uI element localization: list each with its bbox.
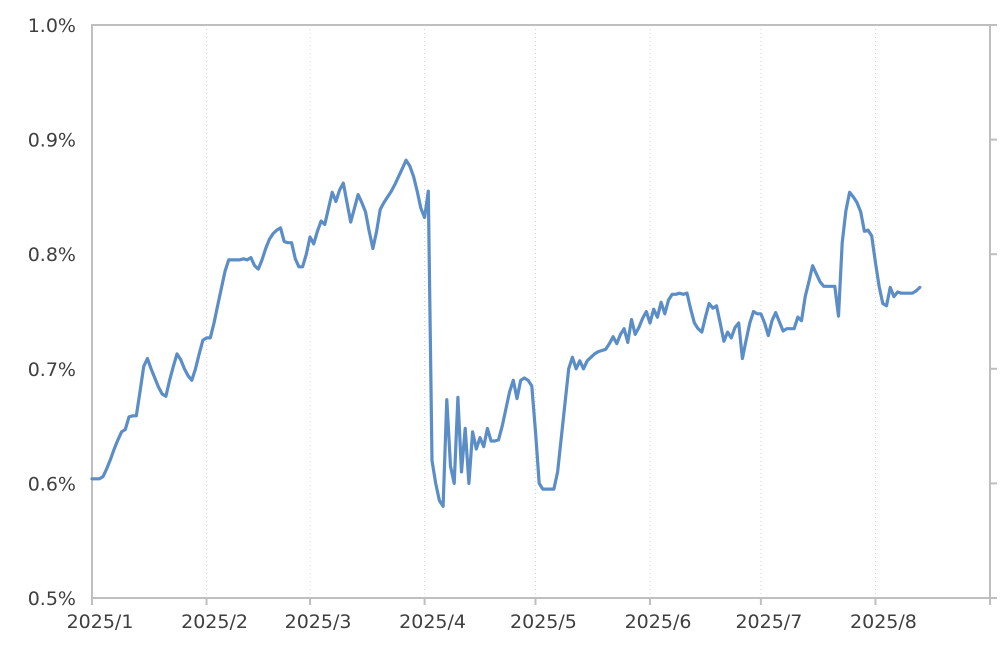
x-axis-label: 2025/4 (399, 611, 466, 633)
axis-ticks (91, 24, 997, 605)
y-axis-label: 0.5% (28, 588, 76, 610)
x-axis-label: 2025/1 (67, 611, 134, 633)
y-axis-labels: 1.0% 0.9% 0.8% 0.7% 0.6% 0.5% (28, 15, 76, 610)
x-axis-label: 2025/2 (181, 611, 248, 633)
y-axis-label: 0.8% (28, 244, 76, 266)
y-axis-label: 0.6% (28, 473, 76, 495)
plot-border (91, 24, 991, 599)
x-axis-label: 2025/5 (510, 611, 577, 633)
y-axis-label: 0.7% (28, 359, 76, 381)
x-axis-labels: 2025/1 2025/2 2025/3 2025/4 2025/5 2025/6 2025… (67, 611, 917, 633)
x-axis-label: 2025/8 (850, 611, 917, 633)
y-axis-label: 0.9% (28, 130, 76, 152)
x-axis-label: 2025/7 (735, 611, 802, 633)
x-axis-label: 2025/6 (625, 611, 692, 633)
data-line (90, 158, 922, 508)
x-axis-label: 2025/3 (285, 611, 352, 633)
y-axis-label: 1.0% (28, 15, 76, 37)
